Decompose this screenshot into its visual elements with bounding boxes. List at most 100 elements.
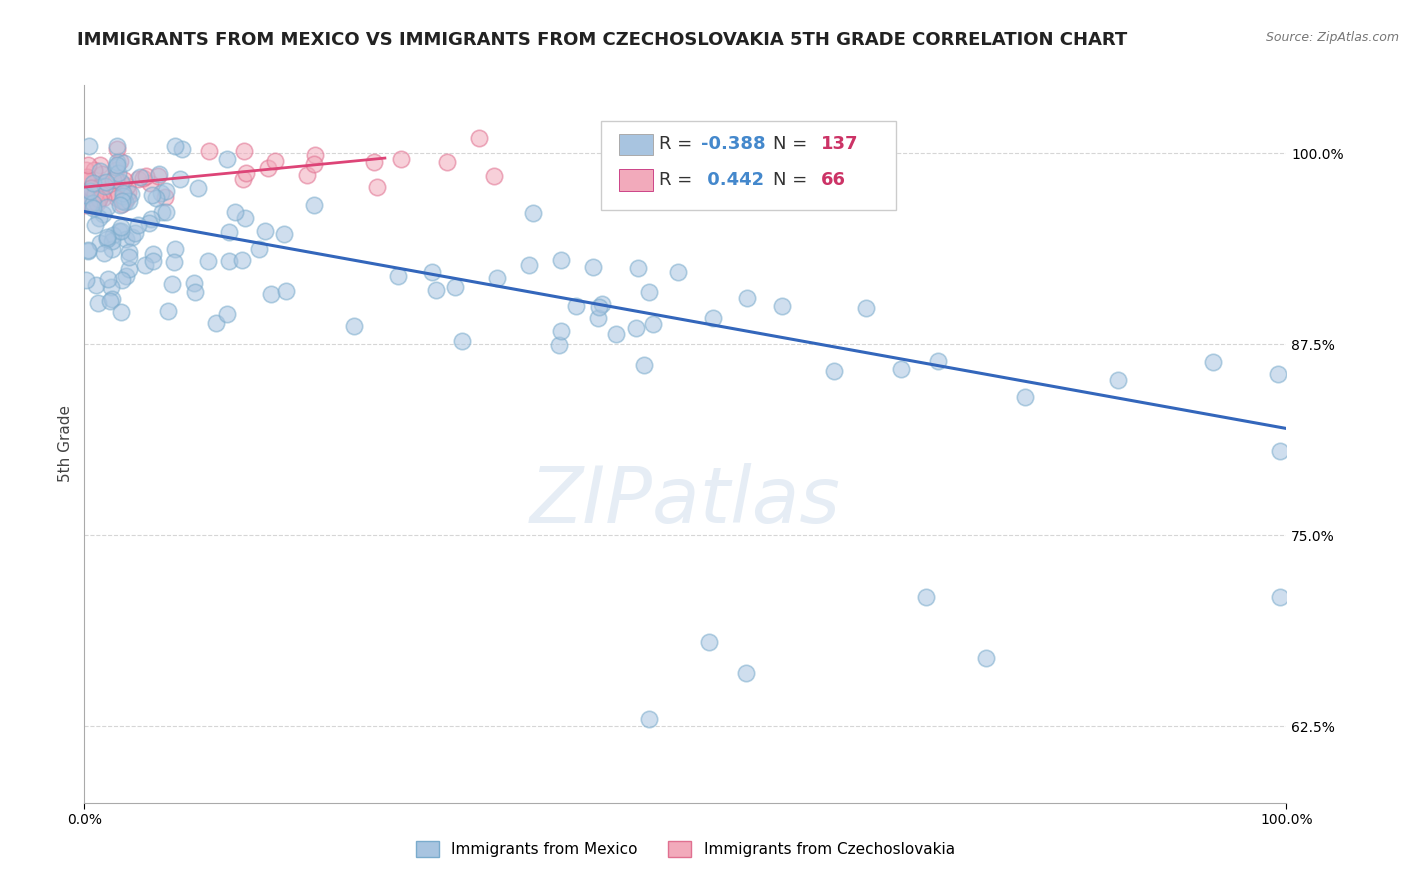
Point — [823, 364, 845, 378]
Point — [89, 158, 111, 172]
Point — [295, 168, 318, 182]
Point — [108, 224, 131, 238]
Point — [94, 179, 117, 194]
Point — [76, 187, 98, 202]
Point — [100, 186, 122, 200]
Point — [82, 196, 104, 211]
Point — [548, 338, 571, 352]
Point — [115, 232, 138, 246]
Point — [118, 194, 141, 208]
Point — [77, 139, 100, 153]
Point — [86, 196, 108, 211]
Point — [90, 179, 112, 194]
Point — [387, 268, 409, 283]
Point — [79, 184, 101, 198]
Text: 66: 66 — [821, 171, 846, 189]
Point — [231, 253, 253, 268]
Point — [149, 186, 172, 201]
Point — [304, 157, 326, 171]
Y-axis label: 5th Grade: 5th Grade — [58, 405, 73, 483]
Point — [75, 273, 97, 287]
Point — [105, 173, 128, 187]
Point — [101, 242, 124, 256]
Point — [591, 297, 613, 311]
Point — [83, 162, 105, 177]
Point — [1107, 373, 1129, 387]
Point — [90, 186, 112, 201]
Point — [735, 291, 758, 305]
Point — [80, 180, 103, 194]
Point — [444, 280, 467, 294]
Point — [169, 172, 191, 186]
Point — [105, 162, 128, 177]
Point — [105, 139, 128, 153]
Point — [235, 165, 257, 179]
Text: N =: N = — [773, 171, 807, 189]
Point — [127, 171, 149, 186]
Point — [82, 199, 104, 213]
Text: 0.442: 0.442 — [702, 171, 765, 189]
Point — [79, 176, 101, 190]
Point — [172, 142, 194, 156]
Point — [84, 186, 107, 201]
Point — [451, 334, 474, 349]
Point — [77, 197, 100, 211]
Point — [550, 253, 572, 268]
Point — [163, 139, 186, 153]
Point — [155, 205, 177, 219]
Point — [734, 665, 756, 680]
Point — [93, 245, 115, 260]
FancyBboxPatch shape — [619, 134, 652, 155]
Point — [482, 169, 505, 183]
Point — [110, 175, 132, 189]
Point — [76, 243, 98, 257]
Point — [132, 170, 155, 185]
Point — [468, 131, 491, 145]
Point — [626, 261, 648, 276]
Point — [302, 197, 325, 211]
Point — [165, 242, 187, 256]
Point — [93, 176, 115, 190]
FancyBboxPatch shape — [602, 120, 896, 211]
Point — [75, 172, 97, 186]
Point — [111, 273, 134, 287]
Point — [100, 279, 122, 293]
Point — [260, 287, 283, 301]
Point — [112, 194, 135, 208]
Point — [112, 173, 135, 187]
Point — [1270, 590, 1292, 604]
Point — [75, 163, 97, 178]
Point — [366, 179, 388, 194]
Point — [633, 358, 655, 372]
Point — [139, 212, 162, 227]
Point — [581, 260, 603, 274]
Point — [142, 246, 165, 260]
Text: Source: ZipAtlas.com: Source: ZipAtlas.com — [1265, 31, 1399, 45]
Point — [80, 181, 103, 195]
Point — [153, 190, 176, 204]
Text: N =: N = — [773, 136, 807, 153]
Point — [86, 278, 108, 293]
Point — [79, 179, 101, 194]
Point — [75, 188, 97, 202]
Point — [117, 178, 139, 193]
Point — [150, 204, 173, 219]
Point — [77, 196, 100, 211]
Point — [218, 225, 240, 239]
Point — [253, 224, 276, 238]
Point — [855, 301, 877, 315]
Point — [565, 299, 588, 313]
Legend: Immigrants from Mexico, Immigrants from Czechoslovakia: Immigrants from Mexico, Immigrants from … — [411, 835, 960, 863]
Point — [115, 191, 138, 205]
Point — [77, 194, 100, 209]
Point — [420, 265, 443, 279]
Point — [550, 325, 572, 339]
Point — [163, 255, 186, 269]
Point — [263, 154, 285, 169]
Point — [522, 206, 544, 220]
Point — [96, 232, 118, 246]
Point — [141, 187, 163, 202]
Point — [304, 148, 326, 162]
Point — [974, 650, 997, 665]
Point — [138, 215, 160, 229]
